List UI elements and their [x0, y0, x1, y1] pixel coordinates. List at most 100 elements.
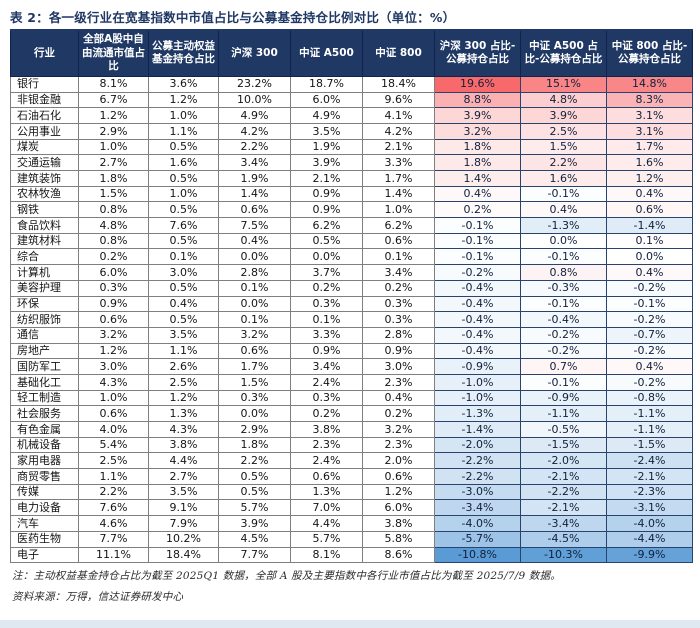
diff-heatmap-cell: -0.9% — [434, 358, 521, 375]
value-cell: 3.8% — [362, 515, 435, 532]
value-cell: 2.1% — [290, 170, 363, 187]
table-row: 建筑装饰 1.8% 0.5% 1.9% 2.1% 1.7% 1.4% 1.6% 1.2% — [10, 170, 693, 187]
value-cell: 0.5% — [290, 232, 363, 250]
value-cell: 2.5% — [148, 373, 219, 391]
value-cell: 0.3% — [362, 295, 435, 313]
value-cell: 2.9% — [78, 122, 149, 140]
table-row: 煤炭 1.0% 0.5% 2.2% 1.9% 2.1% 1.8% 1.5% 1.7% — [10, 138, 693, 156]
industry-cell: 有色金属 — [10, 421, 79, 438]
table-row: 家用电器 2.5% 4.4% 2.2% 2.4% 2.0% -2.2% -2.0% -2.4% — [10, 452, 693, 470]
value-cell: 0.3% — [290, 389, 363, 407]
column-header: 行业 — [10, 29, 79, 77]
value-cell: 2.1% — [362, 138, 435, 156]
industry-cell: 石油石化 — [10, 107, 79, 124]
diff-heatmap-cell: 0.2% — [434, 201, 521, 219]
value-cell: 2.8% — [362, 326, 435, 344]
diff-heatmap-cell: 14.8% — [606, 75, 693, 93]
column-header: 公募主动权益基金持仓占比 — [148, 29, 219, 77]
value-cell: 0.3% — [218, 389, 291, 407]
diff-heatmap-cell: -10.8% — [434, 546, 521, 564]
value-cell: 1.2% — [148, 91, 219, 109]
table-row: 食品饮料 4.8% 7.6% 7.5% 6.2% 6.2% -0.1% -1.3% -1.4% — [10, 217, 693, 234]
diff-heatmap-cell: -1.1% — [520, 405, 607, 423]
diff-heatmap-cell: -1.5% — [520, 436, 607, 454]
table-row: 商贸零售 1.1% 2.7% 0.5% 0.6% 0.6% -2.2% -2.1% -2.1% — [10, 468, 693, 485]
diff-heatmap-cell: 0.0% — [606, 248, 693, 266]
table-row: 医药生物 7.7% 10.2% 4.5% 5.7% 5.8% -5.7% -4.5% -4.4% — [10, 530, 693, 548]
diff-heatmap-cell: -1.1% — [606, 405, 693, 423]
diff-heatmap-cell: -0.4% — [434, 295, 521, 313]
value-cell: 3.8% — [290, 421, 363, 438]
value-cell: 0.8% — [78, 201, 149, 219]
industry-cell: 美容护理 — [10, 279, 79, 297]
table-row: 钢铁 0.8% 0.5% 0.6% 0.9% 1.0% 0.2% 0.4% 0.6% — [10, 201, 693, 219]
table-row: 汽车 4.6% 7.9% 3.9% 4.4% 3.8% -4.0% -3.4% -4.0% — [10, 515, 693, 532]
table-row: 轻工制造 1.0% 1.2% 0.3% 0.3% 0.4% -1.0% -0.9% -0.8% — [10, 389, 693, 407]
value-cell: 3.5% — [290, 122, 363, 140]
diff-heatmap-cell: -0.8% — [606, 389, 693, 407]
column-header: 中证 A500 — [290, 29, 363, 77]
diff-heatmap-cell: 3.2% — [434, 122, 521, 140]
value-cell: 4.6% — [78, 515, 149, 532]
industry-weight-table: 行业 全部A股中自由流通市值占比 公募主动权益基金持仓占比 沪深 300 中证 A500… — [10, 29, 693, 564]
value-cell: 0.6% — [290, 468, 363, 485]
value-cell: 1.9% — [218, 170, 291, 187]
diff-heatmap-cell: -2.0% — [520, 452, 607, 470]
value-cell: 3.7% — [290, 264, 363, 281]
diff-heatmap-cell: -0.2% — [606, 342, 693, 360]
value-cell: 2.4% — [290, 452, 363, 470]
value-cell: 1.2% — [78, 107, 149, 124]
table-row: 通信 3.2% 3.5% 3.2% 3.3% 2.8% -0.4% -0.2% -0.7% — [10, 326, 693, 344]
value-cell: 3.6% — [148, 75, 219, 93]
diff-heatmap-cell: -3.4% — [434, 499, 521, 517]
value-cell: 0.1% — [148, 248, 219, 266]
diff-heatmap-cell: 0.0% — [520, 232, 607, 250]
source-note: 资料来源：万得，信达证券研发中心 — [12, 591, 184, 604]
industry-cell: 家用电器 — [10, 452, 79, 470]
value-cell: 0.8% — [78, 232, 149, 250]
value-cell: 11.1% — [78, 546, 149, 564]
diff-heatmap-cell: 8.8% — [434, 91, 521, 109]
diff-heatmap-cell: 3.9% — [434, 107, 521, 124]
value-cell: 0.5% — [218, 468, 291, 485]
industry-cell: 通信 — [10, 326, 79, 344]
value-cell: 4.2% — [218, 122, 291, 140]
diff-heatmap-cell: -0.2% — [606, 311, 693, 328]
diff-heatmap-cell: 1.8% — [434, 138, 521, 156]
industry-cell: 基础化工 — [10, 373, 79, 391]
value-cell: 6.2% — [290, 217, 363, 234]
value-cell: 3.4% — [290, 358, 363, 375]
value-cell: 3.3% — [290, 326, 363, 344]
value-cell: 0.4% — [218, 232, 291, 250]
diff-heatmap-cell: -2.2% — [434, 468, 521, 485]
table-row: 综合 0.2% 0.1% 0.0% 0.0% 0.1% -0.1% -0.1% 0.0% — [10, 248, 693, 266]
value-cell: 5.4% — [78, 436, 149, 454]
value-cell: 0.3% — [78, 279, 149, 297]
table-row: 电力设备 7.6% 9.1% 5.7% 7.0% 6.0% -3.4% -2.1% -3.1% — [10, 499, 693, 517]
value-cell: 1.1% — [148, 342, 219, 360]
value-cell: 7.7% — [218, 546, 291, 564]
value-cell: 0.2% — [362, 405, 435, 423]
value-cell: 10.0% — [218, 91, 291, 109]
value-cell: 0.1% — [218, 311, 291, 328]
diff-heatmap-cell: 1.6% — [520, 170, 607, 187]
value-cell: 0.6% — [362, 468, 435, 485]
diff-heatmap-cell: 15.1% — [520, 75, 607, 93]
value-cell: 6.2% — [362, 217, 435, 234]
table-row: 银行 8.1% 3.6% 23.2% 18.7% 18.4% 19.6% 15.1% 14.8% — [10, 75, 693, 93]
value-cell: 1.0% — [78, 138, 149, 156]
value-cell: 0.2% — [290, 405, 363, 423]
value-cell: 1.8% — [78, 170, 149, 187]
diff-heatmap-cell: -1.3% — [520, 217, 607, 234]
diff-heatmap-cell: 3.1% — [606, 122, 693, 140]
value-cell: 3.2% — [78, 326, 149, 344]
value-cell: 0.6% — [362, 232, 435, 250]
table-row: 电子 11.1% 18.4% 7.7% 8.1% 8.6% -10.8% -10.3% -9.9… — [10, 546, 693, 564]
table-row: 美容护理 0.3% 0.5% 0.1% 0.2% 0.2% -0.4% -0.3% -0.2% — [10, 279, 693, 297]
diff-heatmap-cell: 2.5% — [520, 122, 607, 140]
diff-heatmap-cell: -9.9% — [606, 546, 693, 564]
value-cell: 1.5% — [218, 373, 291, 391]
value-cell: 0.4% — [362, 389, 435, 407]
industry-cell: 综合 — [10, 248, 79, 266]
value-cell: 0.1% — [218, 279, 291, 297]
